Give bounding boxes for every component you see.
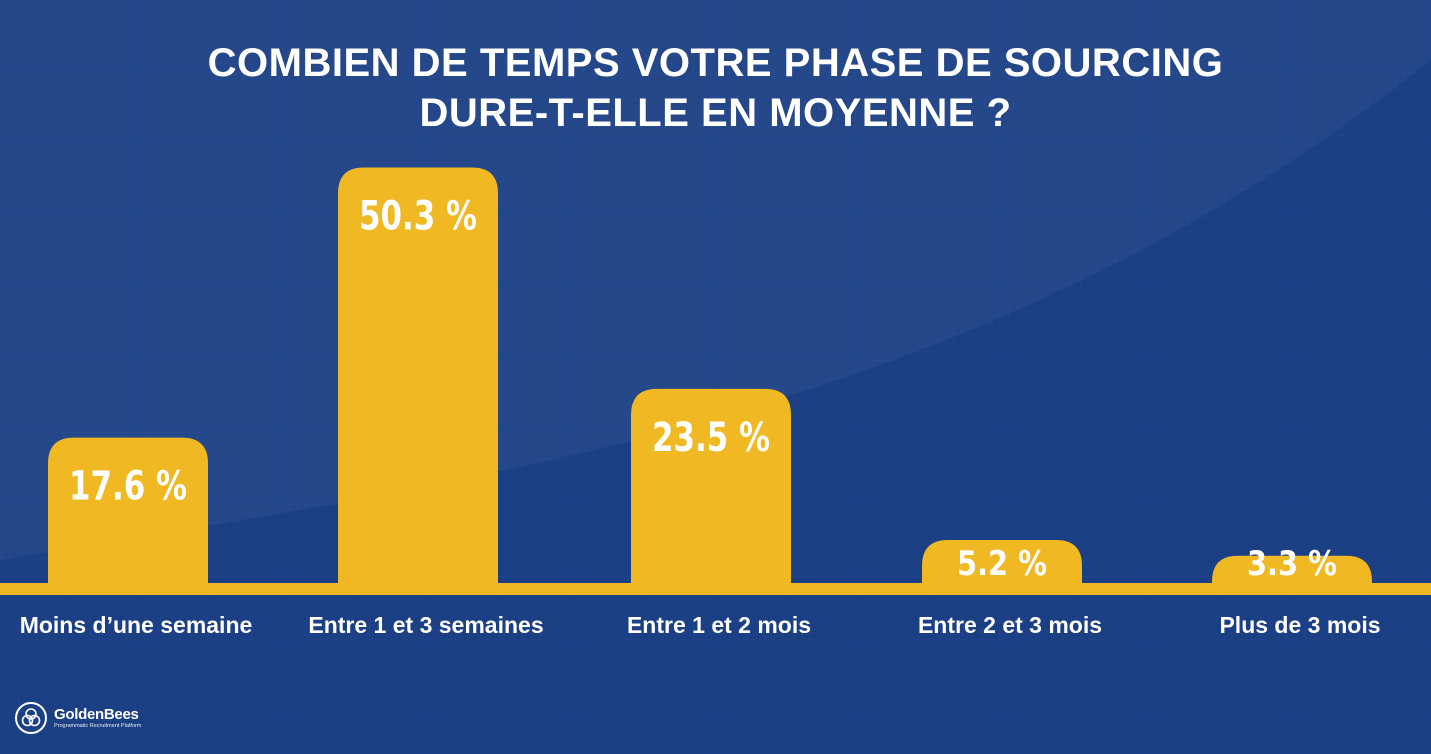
- bar-4: [922, 540, 1082, 587]
- bar-5: [1212, 555, 1372, 587]
- category-label-1: Moins d’une semaine: [20, 612, 253, 638]
- chart-title-line-2: DURE-T-ELLE EN MOYENNE ?: [419, 91, 1012, 135]
- category-label-5: Plus de 3 mois: [1219, 612, 1380, 638]
- category-label-3: Entre 1 et 2 mois: [627, 612, 811, 638]
- chart-title-line-1: COMBIEN DE TEMPS VOTRE PHASE DE SOURCING: [207, 41, 1224, 85]
- brand-logo: GoldenBees Programmatic Recruitment Plat…: [14, 700, 141, 736]
- category-label-4: Entre 2 et 3 mois: [918, 612, 1102, 638]
- bar-value-label-1: 17.6 %: [69, 464, 187, 510]
- goldenbees-logo-icon: [15, 702, 47, 734]
- bar-value-label-5: 3.3 %: [1247, 544, 1337, 584]
- bar-value-label-4: 5.2 %: [957, 544, 1047, 584]
- chart-baseline: [0, 583, 1431, 595]
- bar-3: [631, 388, 791, 587]
- bar-2: [338, 167, 498, 587]
- chart-title: COMBIEN DE TEMPS VOTRE PHASE DE SOURCING…: [0, 38, 1431, 138]
- bar-value-label-2: 50.3 %: [359, 194, 477, 240]
- category-label-2: Entre 1 et 3 semaines: [308, 612, 543, 638]
- bar-value-label-3: 23.5 %: [652, 415, 770, 461]
- brand-tagline: Programmatic Recruitment Platform: [54, 722, 142, 729]
- brand-name: GoldenBees: [54, 705, 139, 723]
- bar-1: [48, 437, 208, 587]
